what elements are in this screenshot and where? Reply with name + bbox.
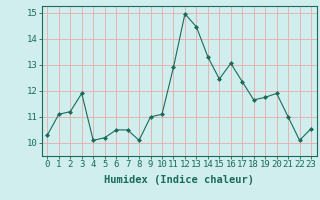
X-axis label: Humidex (Indice chaleur): Humidex (Indice chaleur): [104, 175, 254, 185]
